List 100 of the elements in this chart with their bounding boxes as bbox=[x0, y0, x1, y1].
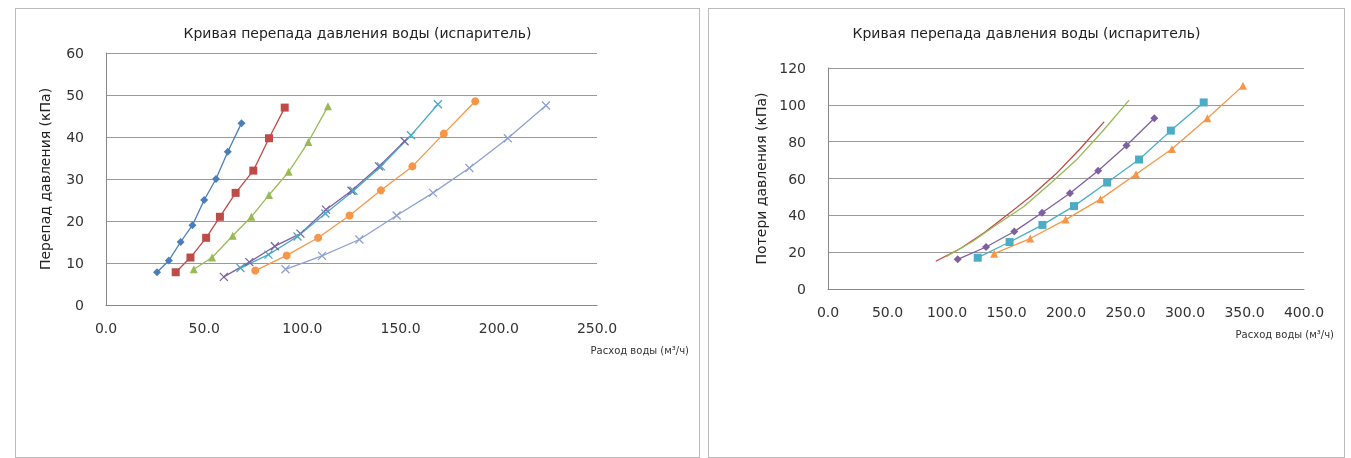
point bbox=[323, 102, 332, 111]
point bbox=[1199, 98, 1208, 107]
y-axis-title: Потери давления (кПа) bbox=[753, 92, 770, 265]
point bbox=[1026, 234, 1035, 243]
point bbox=[231, 188, 240, 197]
point bbox=[265, 190, 274, 199]
x-tick-label: 200.0 bbox=[478, 320, 519, 336]
point bbox=[433, 99, 443, 109]
point bbox=[320, 208, 331, 219]
point bbox=[1096, 195, 1105, 204]
point bbox=[208, 253, 217, 262]
line-series bbox=[945, 99, 1130, 258]
x-tick-label: 400.0 bbox=[1283, 304, 1325, 320]
point bbox=[1069, 202, 1078, 211]
x-tick-label: 300.0 bbox=[1164, 304, 1206, 320]
point bbox=[219, 272, 229, 282]
point bbox=[1094, 166, 1103, 175]
point bbox=[317, 251, 327, 261]
x-tick-label: 350.0 bbox=[1224, 304, 1265, 320]
point bbox=[1150, 114, 1159, 123]
y-tick-label: 80 bbox=[788, 133, 806, 150]
point bbox=[439, 129, 448, 138]
x-tick-label: 100.0 bbox=[282, 320, 323, 336]
point bbox=[1005, 238, 1014, 247]
point bbox=[228, 231, 237, 240]
point bbox=[215, 212, 224, 221]
point bbox=[200, 196, 209, 204]
point bbox=[973, 253, 982, 262]
point bbox=[345, 211, 354, 220]
point bbox=[354, 234, 365, 245]
point bbox=[270, 241, 280, 251]
x-tick-label: 50.0 bbox=[188, 320, 220, 336]
x-tick-label: 150.0 bbox=[380, 320, 421, 336]
x-axis-title: Расход воды (м³/ч) bbox=[1235, 328, 1335, 340]
y-tick-label: 0 bbox=[797, 281, 806, 297]
point bbox=[1038, 208, 1047, 217]
x-tick-label: 150.0 bbox=[986, 304, 1027, 320]
y-tick-label: 20 bbox=[66, 213, 84, 229]
y-axis-title: Перепад давления (кПа) bbox=[37, 87, 53, 271]
y-tick-label: 10 bbox=[66, 255, 84, 271]
point bbox=[223, 147, 232, 156]
point bbox=[406, 130, 416, 140]
point bbox=[399, 136, 410, 146]
point bbox=[1166, 126, 1175, 135]
point bbox=[282, 251, 291, 260]
x-tick-label: 250.0 bbox=[1105, 304, 1146, 320]
point bbox=[280, 264, 291, 274]
x-tick-label: 100.0 bbox=[926, 304, 968, 320]
point bbox=[1135, 155, 1144, 164]
point bbox=[235, 263, 246, 273]
point bbox=[321, 205, 331, 215]
point bbox=[314, 233, 323, 242]
point bbox=[304, 138, 313, 147]
y-tick-label: 40 bbox=[66, 129, 84, 145]
chart-title: Кривая перепада давления воды (испаритель) bbox=[852, 25, 1201, 41]
point bbox=[953, 255, 962, 264]
point bbox=[211, 175, 220, 183]
point bbox=[376, 186, 385, 195]
point bbox=[244, 257, 255, 267]
y-tick-label: 60 bbox=[788, 170, 806, 187]
point bbox=[237, 119, 246, 128]
point bbox=[263, 249, 274, 260]
point bbox=[280, 103, 289, 112]
point bbox=[541, 100, 551, 111]
point bbox=[982, 243, 991, 252]
point bbox=[1038, 220, 1047, 229]
x-tick-label: 0.0 bbox=[94, 320, 118, 336]
point bbox=[202, 233, 211, 242]
point bbox=[164, 256, 173, 265]
x-tick-label: 250.0 bbox=[576, 320, 618, 336]
y-tick-label: 30 bbox=[66, 171, 84, 187]
point bbox=[171, 268, 180, 277]
point bbox=[249, 166, 258, 175]
point bbox=[1103, 178, 1112, 187]
point bbox=[153, 268, 162, 277]
y-tick-label: 0 bbox=[75, 297, 84, 313]
point bbox=[247, 212, 256, 221]
point bbox=[392, 210, 402, 221]
point bbox=[188, 221, 197, 230]
y-tick-label: 100 bbox=[779, 96, 806, 113]
y-tick-label: 120 bbox=[779, 60, 806, 76]
point bbox=[251, 266, 260, 275]
point bbox=[1131, 170, 1140, 179]
point bbox=[1238, 81, 1247, 90]
point bbox=[1010, 227, 1019, 236]
x-tick-label: 50.0 bbox=[871, 304, 904, 320]
y-tick-label: 20 bbox=[788, 244, 806, 261]
point bbox=[1167, 145, 1176, 154]
line-series bbox=[935, 121, 1105, 262]
y-tick-label: 60 bbox=[66, 45, 84, 61]
point bbox=[1061, 215, 1070, 224]
point bbox=[265, 134, 274, 143]
point bbox=[990, 249, 999, 258]
point bbox=[464, 163, 474, 173]
point bbox=[186, 253, 195, 262]
point bbox=[176, 238, 185, 246]
point bbox=[408, 162, 417, 171]
chart-title: Кривая перепада давления воды (испаритель) bbox=[183, 25, 532, 41]
point bbox=[1065, 189, 1074, 198]
point bbox=[471, 97, 480, 106]
